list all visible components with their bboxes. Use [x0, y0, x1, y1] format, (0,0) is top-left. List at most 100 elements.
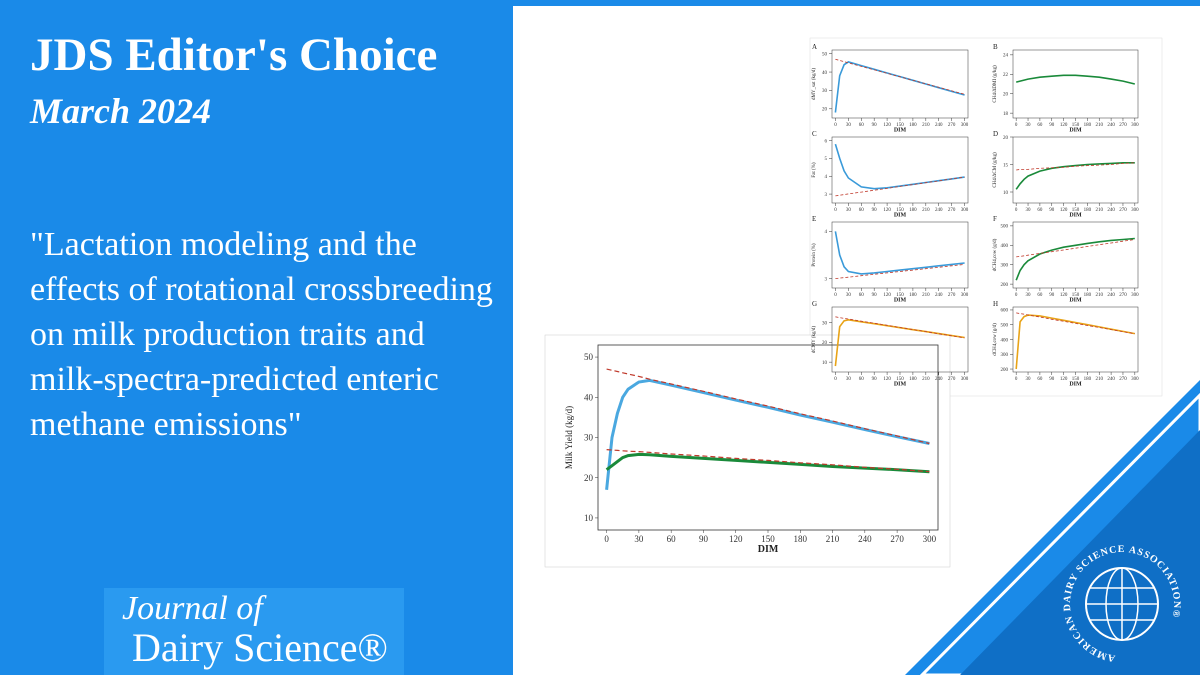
x-tick-label: 90	[699, 534, 709, 544]
y-tick-label: 18	[1003, 112, 1009, 117]
y-tick-label: 50	[584, 352, 594, 362]
x-tick-label: 180	[909, 123, 917, 128]
x-axis-label: DIM	[1069, 213, 1082, 219]
y-tick-label: 30	[822, 322, 828, 327]
x-tick-label: 180	[909, 208, 917, 213]
x-tick-label: 150	[761, 534, 775, 544]
x-tick-label: 270	[890, 534, 904, 544]
series-line	[835, 264, 965, 279]
logo-line: Dairy Science®	[132, 625, 388, 670]
panel-label: A	[812, 43, 817, 51]
x-tick-label: 0	[834, 377, 837, 382]
top-bar	[513, 0, 1200, 6]
y-tick-label: 40	[584, 392, 594, 402]
x-tick-label: 240	[935, 208, 943, 213]
y-tick-label: 400	[1001, 338, 1009, 343]
x-tick-label: 270	[948, 293, 956, 298]
x-axis-label: DIM	[1069, 382, 1082, 388]
y-tick-label: 20	[1003, 92, 1009, 97]
x-tick-label: 0	[834, 293, 837, 298]
journal-logo: Journal of Dairy Science®	[104, 588, 404, 675]
y-tick-label: 6	[825, 139, 828, 144]
x-tick-label: 60	[1037, 208, 1043, 213]
x-tick-label: 60	[859, 123, 865, 128]
x-tick-label: 210	[1095, 123, 1103, 128]
y-axis-label: CH4/ΔDMI (g/kg)	[993, 65, 998, 103]
x-tick-label: 60	[859, 377, 865, 382]
y-tick-label: 3	[825, 277, 828, 282]
x-tick-label: 120	[1060, 293, 1068, 298]
x-tick-label: 120	[1060, 208, 1068, 213]
quote: "Lactation modeling and the effects of r…	[30, 226, 493, 443]
x-tick-label: 0	[834, 123, 837, 128]
x-tick-label: 270	[1119, 123, 1127, 128]
series-line	[835, 58, 965, 95]
series-line	[1016, 162, 1135, 171]
y-tick-label: 500	[1001, 323, 1009, 328]
panel-label: D	[993, 130, 998, 138]
title: JDS Editor's Choice	[30, 29, 438, 81]
x-tick-label: 30	[1026, 123, 1032, 128]
series-line	[834, 143, 965, 190]
x-tick-label: 150	[896, 293, 904, 298]
y-tick-label: 22	[1003, 73, 1009, 78]
x-tick-label: 240	[1107, 293, 1115, 298]
y-tick-label: 300	[1001, 353, 1009, 358]
x-tick-label: 210	[922, 377, 930, 382]
x-axis-label: DIM	[894, 382, 907, 388]
x-tick-label: 0	[604, 534, 609, 544]
x-tick-label: 180	[1084, 377, 1092, 382]
y-tick-label: 10	[822, 361, 828, 366]
y-tick-label: 30	[822, 89, 828, 94]
x-tick-label: 210	[922, 208, 930, 213]
x-axis-label: DIM	[894, 298, 907, 304]
x-tick-label: 300	[961, 293, 969, 298]
x-tick-label: 180	[909, 293, 917, 298]
y-tick-label: 50	[822, 52, 828, 57]
series-line	[1016, 239, 1135, 258]
x-tick-label: 180	[1084, 208, 1092, 213]
series-line	[1016, 312, 1135, 335]
x-tick-label: 180	[909, 377, 917, 382]
x-tick-label: 240	[1107, 123, 1115, 128]
series-line	[835, 176, 965, 197]
x-tick-label: 300	[1131, 123, 1139, 128]
panel-label: E	[812, 215, 816, 223]
y-tick-label: 5	[825, 157, 828, 162]
left-panel: JDS Editor's Choice March 2024 "Lactatio…	[0, 0, 513, 675]
x-tick-label: 210	[826, 534, 840, 544]
x-tick-label: 150	[896, 208, 904, 213]
x-tick-label: 300	[1131, 377, 1139, 382]
y-tick-label: 10	[584, 513, 594, 523]
x-tick-label: 300	[1131, 208, 1139, 213]
x-axis-label: DIM	[894, 213, 907, 219]
y-tick-label: 15	[1003, 163, 1009, 168]
series-line	[605, 452, 930, 474]
y-axis-label: dCH4,cow (g/d)	[993, 238, 998, 271]
panel-label: H	[993, 300, 998, 308]
figure-area: AMERICAN DAIRY SCIENCE ASSOCIATION® 0 30 6…	[513, 0, 1200, 675]
x-tick-label: 240	[858, 534, 872, 544]
x-tick-label: 240	[1107, 208, 1115, 213]
x-tick-label: 30	[846, 123, 852, 128]
panel-label: C	[812, 130, 817, 138]
x-tick-label: 30	[1026, 293, 1032, 298]
x-tick-label: 180	[1084, 293, 1092, 298]
x-tick-label: 150	[896, 123, 904, 128]
subtitle: March 2024	[30, 91, 212, 131]
panel-label: G	[812, 300, 817, 308]
x-tick-label: 0	[1015, 123, 1018, 128]
x-tick-label: 0	[1015, 377, 1018, 382]
y-axis-label: dMY_sat (kg/d)	[812, 68, 817, 100]
y-tick-label: 400	[1001, 244, 1009, 249]
x-tick-label: 120	[1060, 123, 1068, 128]
y-axis-label: Protein (%)	[812, 243, 817, 267]
x-tick-label: 30	[1026, 377, 1032, 382]
x-tick-label: 210	[1095, 293, 1103, 298]
x-tick-label: 60	[667, 534, 677, 544]
panel-label: F	[993, 215, 997, 223]
x-tick-label: 270	[1119, 377, 1127, 382]
x-tick-label: 0	[1015, 208, 1018, 213]
x-tick-label: 270	[948, 208, 956, 213]
series-line	[1016, 74, 1135, 85]
